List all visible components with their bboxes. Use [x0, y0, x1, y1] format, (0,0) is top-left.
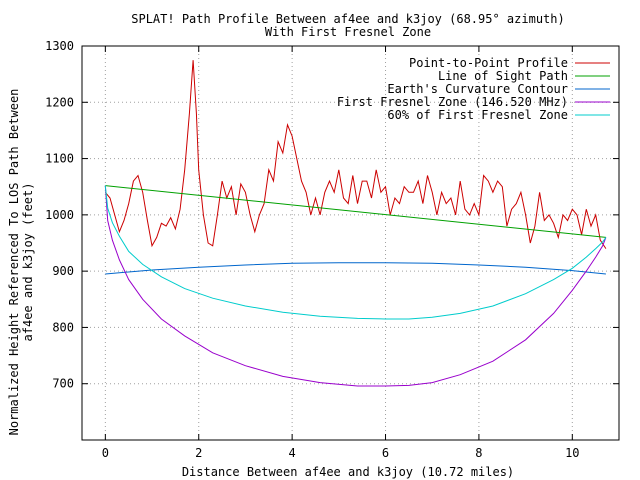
- legend-label: Line of Sight Path: [438, 69, 568, 83]
- y-tick-label: 1000: [45, 208, 74, 222]
- y-tick-label: 1300: [45, 39, 74, 53]
- y-tick-label: 900: [52, 264, 74, 278]
- x-axis-label: Distance Between af4ee and k3joy (10.72 …: [182, 465, 514, 479]
- x-tick-label: 0: [102, 446, 109, 460]
- chart-title: SPLAT! Path Profile Between af4ee and k3…: [131, 12, 564, 26]
- axis-ticks: 0 2 4 6 8 10 700 800 900 1000 1100 1200 1300: [45, 39, 619, 460]
- series-line-line-of-sight-path: [105, 185, 606, 238]
- legend-label: First Fresnel Zone (146.520 MHz): [337, 95, 568, 109]
- series-line-first-fresnel-zone-146-520-mhz: [104, 185, 607, 387]
- x-tick-label: 2: [195, 446, 202, 460]
- y-axis-label-line-2: af4ee and k3joy (feet): [21, 183, 35, 342]
- series-line-earth-s-curvature-contour: [105, 262, 606, 275]
- series-line-60-of-first-fresnel-zone: [104, 185, 607, 320]
- x-tick-label: 8: [475, 446, 482, 460]
- y-tick-label: 1200: [45, 95, 74, 109]
- chart-subtitle: With First Fresnel Zone: [265, 25, 431, 39]
- legend-label: Earth's Curvature Contour: [387, 82, 568, 96]
- legend-label: Point-to-Point Profile: [409, 56, 568, 70]
- x-tick-label: 6: [382, 446, 389, 460]
- x-tick-label: 10: [565, 446, 579, 460]
- y-tick-label: 700: [52, 377, 74, 391]
- plot-frame: [81, 45, 620, 441]
- series-line-point-to-point-profile: [104, 60, 607, 249]
- data-series: [104, 60, 607, 387]
- y-tick-label: 800: [52, 320, 74, 334]
- x-tick-label: 4: [289, 446, 296, 460]
- y-axis-label-line-1: Normalized Height Referenced To LOS Path…: [7, 89, 21, 436]
- y-tick-label: 1100: [45, 152, 74, 166]
- legend-label: 60% of First Fresnel Zone: [387, 108, 568, 122]
